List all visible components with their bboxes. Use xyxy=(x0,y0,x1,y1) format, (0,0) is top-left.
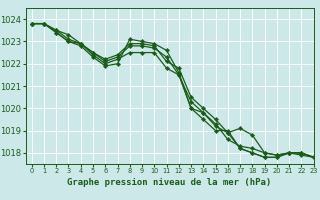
X-axis label: Graphe pression niveau de la mer (hPa): Graphe pression niveau de la mer (hPa) xyxy=(68,178,272,187)
